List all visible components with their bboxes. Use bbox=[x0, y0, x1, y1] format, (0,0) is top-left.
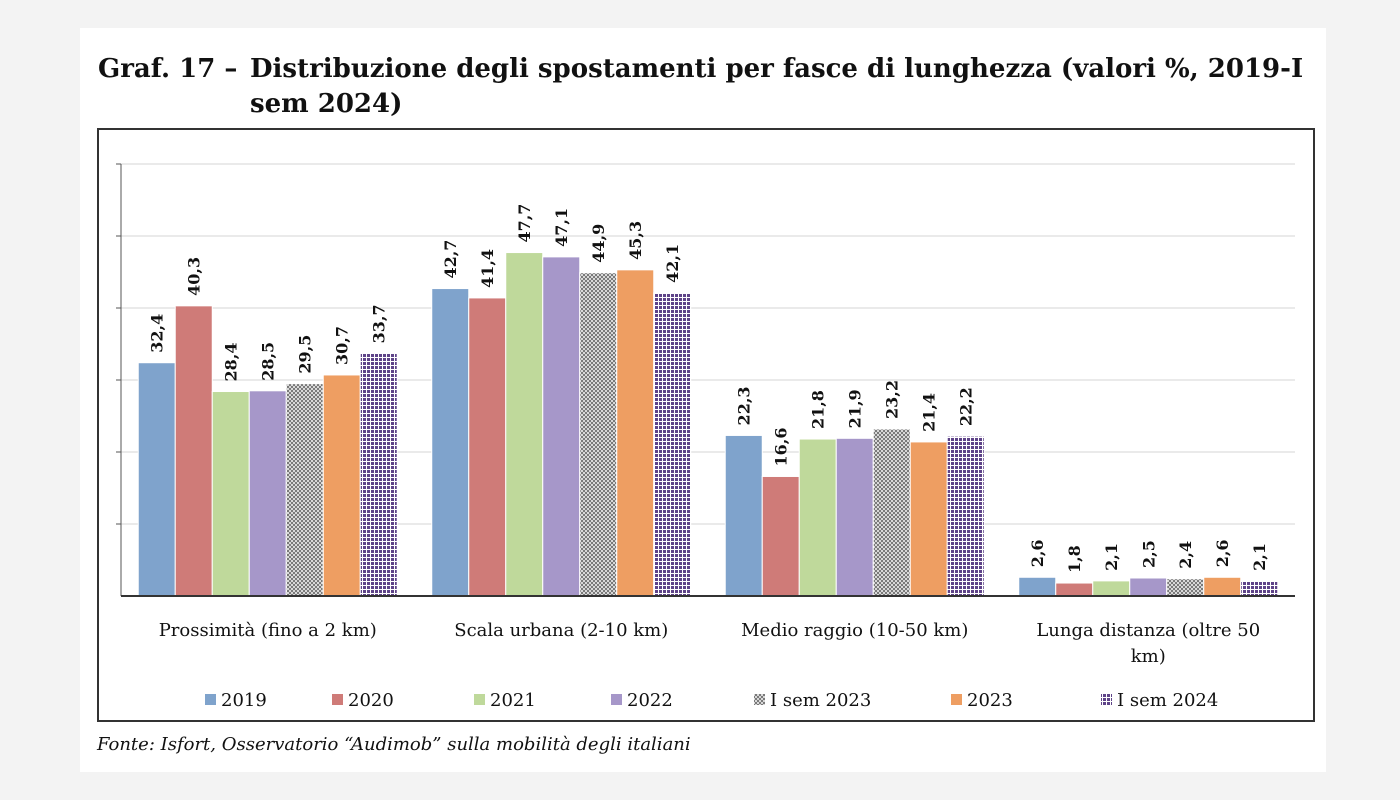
legend-swatch bbox=[611, 694, 622, 705]
bar bbox=[1018, 576, 1057, 597]
data-label: 28,5 bbox=[259, 342, 278, 381]
data-label: 2,6 bbox=[1028, 539, 1047, 567]
bar bbox=[285, 383, 324, 597]
figure-title-text: Distribuzione degli spostamenti per fasc… bbox=[250, 54, 1304, 119]
bar bbox=[653, 292, 692, 597]
data-label: 2,1 bbox=[1250, 543, 1269, 571]
data-label: 23,2 bbox=[883, 380, 902, 419]
legend-label: 2021 bbox=[490, 690, 536, 711]
legend-label: 2019 bbox=[221, 690, 267, 711]
data-label: 21,4 bbox=[920, 393, 939, 432]
data-label: 40,3 bbox=[185, 257, 204, 296]
bar bbox=[359, 352, 398, 597]
data-label: 28,4 bbox=[222, 343, 241, 382]
data-label: 42,1 bbox=[663, 244, 682, 283]
bar bbox=[137, 362, 176, 597]
legend-label: I sem 2023 bbox=[770, 690, 871, 711]
bar bbox=[431, 288, 470, 597]
bar bbox=[761, 475, 800, 597]
bar bbox=[579, 272, 618, 597]
data-label: 21,8 bbox=[809, 390, 828, 429]
legend-swatch bbox=[951, 694, 962, 705]
bar bbox=[946, 435, 985, 597]
data-label: 16,6 bbox=[772, 428, 791, 467]
data-label: 30,7 bbox=[333, 326, 352, 365]
data-label: 47,7 bbox=[515, 204, 534, 243]
legend-label: 2022 bbox=[627, 690, 673, 711]
bar bbox=[616, 269, 655, 597]
legend-swatch bbox=[474, 694, 485, 705]
data-label: 2,1 bbox=[1102, 543, 1121, 571]
data-label: 45,3 bbox=[626, 221, 645, 260]
figure-number: Graf. 17 – bbox=[98, 54, 238, 84]
category-label: Lunga distanza (oltre 50 bbox=[1036, 620, 1260, 641]
legend-label: 2023 bbox=[967, 690, 1013, 711]
bar bbox=[724, 434, 763, 597]
data-label: 41,4 bbox=[478, 249, 497, 288]
bar bbox=[798, 438, 837, 597]
data-label: 22,2 bbox=[957, 387, 976, 426]
chart-frame: 32,4 40,3 28,4 28,5 29,5 30,7 33,7 Prossimità (… bbox=[97, 128, 1315, 722]
bar bbox=[835, 437, 874, 597]
data-label: 32,4 bbox=[148, 314, 167, 353]
bar bbox=[1129, 577, 1168, 597]
data-label: 44,9 bbox=[589, 224, 608, 263]
data-label: 29,5 bbox=[296, 335, 315, 374]
bar bbox=[248, 390, 287, 597]
data-label: 2,5 bbox=[1139, 540, 1158, 568]
data-label: 33,7 bbox=[370, 304, 389, 343]
bar bbox=[174, 305, 213, 597]
data-label: 42,7 bbox=[441, 240, 460, 279]
bar bbox=[322, 374, 361, 597]
bar bbox=[468, 297, 507, 597]
category-label: Prossimità (fino a 2 km) bbox=[159, 620, 377, 641]
data-label: 47,1 bbox=[552, 208, 571, 247]
legend-swatch bbox=[754, 694, 765, 705]
data-label: 1,8 bbox=[1065, 545, 1084, 573]
data-label: 2,6 bbox=[1213, 539, 1232, 567]
bar bbox=[909, 441, 948, 597]
data-label: 21,9 bbox=[846, 389, 865, 428]
legend-swatch bbox=[205, 694, 216, 705]
source-note: Fonte: Isfort, Osservatorio “Audimob” su… bbox=[97, 734, 691, 755]
legend-label: I sem 2024 bbox=[1117, 690, 1218, 711]
bar bbox=[1055, 582, 1094, 597]
legend-swatch bbox=[332, 694, 343, 705]
category-label: km) bbox=[1131, 646, 1166, 667]
data-label: 2,4 bbox=[1176, 541, 1195, 569]
legend-swatch bbox=[1101, 694, 1112, 705]
bar-chart: 32,4 40,3 28,4 28,5 29,5 30,7 33,7 Prossimità (… bbox=[116, 163, 1295, 711]
bar bbox=[505, 252, 544, 597]
bar bbox=[542, 256, 581, 597]
bar bbox=[1166, 578, 1205, 597]
category-label: Scala urbana (2-10 km) bbox=[454, 620, 668, 641]
bar bbox=[872, 428, 911, 597]
bar bbox=[211, 391, 250, 597]
data-label: 22,3 bbox=[735, 386, 754, 425]
bar bbox=[1240, 580, 1279, 597]
bar bbox=[1092, 580, 1131, 597]
category-label: Medio raggio (10-50 km) bbox=[741, 620, 968, 641]
bar bbox=[1203, 576, 1242, 597]
legend-label: 2020 bbox=[348, 690, 394, 711]
